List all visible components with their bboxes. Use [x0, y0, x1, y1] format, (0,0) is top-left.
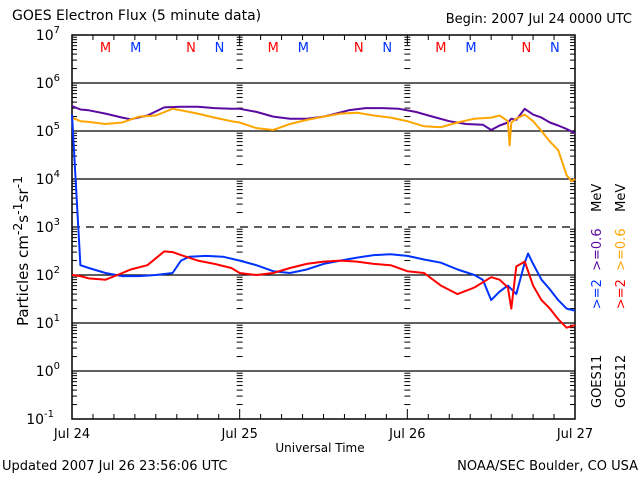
legend-unit-1: MeV — [590, 183, 605, 212]
mn-marker: M — [130, 41, 141, 56]
legend-goes12-ge2: >=2 — [614, 279, 629, 310]
mn-marker: M — [100, 41, 111, 56]
y-tick-exponent: 7 — [54, 25, 60, 36]
y-tick-exponent: 2 — [54, 265, 60, 276]
series-line-goes11-ge06 — [71, 105, 576, 135]
y-tick-exponent: 5 — [54, 121, 60, 132]
updated-timestamp: Updated 2007 Jul 26 23:56:06 UTC — [2, 459, 228, 474]
series-line-goes12-ge06 — [71, 107, 576, 183]
y-tick-label: 100 — [36, 361, 60, 380]
mn-marker: M — [465, 41, 476, 56]
y-label-text: Particles cm — [14, 235, 32, 327]
y-tick-label: 101 — [36, 313, 60, 332]
y-tick-label: 103 — [36, 217, 60, 236]
mn-marker: N — [382, 41, 392, 56]
y-tick-label: 105 — [36, 121, 60, 140]
legend-goes12: GOES12 >=2 >=0.6 MeV — [614, 184, 629, 408]
mn-marker: M — [435, 41, 446, 56]
y-tick-label: 10-1 — [26, 409, 54, 428]
y-axis-label: Particles cm-2s-1sr-1 — [10, 166, 32, 336]
credit-text: NOAA/SEC Boulder, CO USA — [457, 459, 638, 474]
legend-goes12-label: GOES12 — [614, 354, 629, 408]
x-tick-label: Jul 25 — [220, 427, 257, 442]
y-tick-label: 107 — [36, 25, 60, 44]
mn-marker: N — [354, 41, 364, 56]
mn-marker: N — [522, 41, 532, 56]
series-line-goes12-ge2 — [71, 250, 576, 329]
legend-goes11-ge06: >=0.6 — [590, 228, 605, 271]
y-tick-exponent: 4 — [54, 169, 60, 180]
y-tick-label: 104 — [36, 169, 60, 188]
legend-goes11-label: GOES11 — [590, 354, 605, 408]
begin-time: Begin: 2007 Jul 24 0000 UTC — [445, 12, 632, 27]
mn-marker: N — [186, 41, 196, 56]
x-tick-label: Jul 27 — [556, 427, 593, 442]
series-line-goes11-ge2 — [71, 114, 576, 312]
y-tick-exponent: 1 — [54, 313, 60, 324]
legend-goes11: GOES11 >=2 >=0.6 MeV — [590, 184, 605, 408]
y-tick-exponent: -1 — [44, 409, 54, 420]
y-label-sup-sr: -1 — [10, 175, 25, 189]
y-label-s: s — [14, 214, 32, 223]
legend-unit-2: MeV — [614, 183, 629, 212]
chart-title: GOES Electron Flux (5 minute data) — [12, 8, 262, 24]
y-label-sr: sr — [14, 188, 32, 203]
y-label-sup-cm: -2 — [10, 222, 25, 236]
mn-marker: N — [550, 41, 560, 56]
y-tick-label: 106 — [36, 73, 60, 92]
y-tick-label: 102 — [36, 265, 60, 284]
legend-goes12-ge06: >=0.6 — [614, 228, 629, 271]
mn-marker: M — [298, 41, 309, 56]
x-axis-label: Universal Time — [275, 441, 365, 455]
x-tick-label: Jul 26 — [388, 427, 425, 442]
y-tick-exponent: 6 — [54, 73, 60, 84]
x-tick-label: Jul 24 — [53, 427, 90, 442]
y-tick-exponent: 3 — [54, 217, 60, 228]
y-tick-exponent: 0 — [54, 361, 60, 372]
legend-goes11-ge2: >=2 — [590, 279, 605, 310]
y-label-sup-s: -1 — [10, 202, 25, 215]
mn-marker: M — [268, 41, 279, 56]
mn-marker: N — [215, 41, 225, 56]
